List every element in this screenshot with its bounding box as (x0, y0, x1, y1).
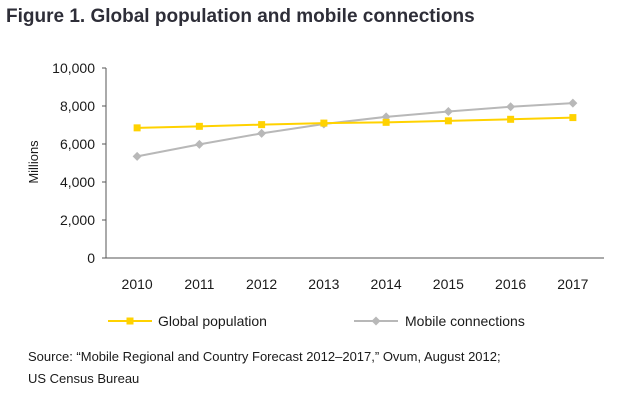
data-point (382, 118, 390, 126)
data-point (506, 102, 516, 112)
data-point (568, 98, 578, 108)
x-tick-labels: 2010 2011 2012 2013 2014 2015 2016 2017 (122, 276, 589, 292)
chart-title: Figure 1. Global population and mobile c… (6, 6, 475, 27)
data-point (507, 115, 515, 123)
legend-item: Mobile connections (354, 313, 525, 329)
y-tick-label: 8,000 (60, 98, 95, 114)
data-point (133, 124, 141, 132)
series-mobile-connections (132, 98, 578, 161)
data-point (258, 121, 266, 129)
data-point (569, 114, 577, 122)
legend-swatch-marker (371, 316, 381, 326)
x-tick-label: 2017 (557, 276, 588, 292)
series-line (136, 102, 573, 158)
y-tick-label: 10,000 (52, 60, 95, 76)
x-tick-label: 2013 (308, 276, 339, 292)
legend: Global population Mobile connections (108, 313, 525, 329)
legend-swatch-marker (126, 317, 134, 325)
source-line: Source: “Mobile Regional and Country For… (28, 349, 501, 364)
y-tick-label: 2,000 (60, 212, 95, 228)
legend-label: Mobile connections (405, 313, 525, 329)
y-axis-label: Millions (26, 140, 41, 184)
data-point (132, 151, 142, 161)
y-tick-label: 6,000 (60, 136, 95, 152)
data-point (194, 139, 204, 149)
y-tick-label: 0 (87, 250, 95, 266)
x-tick-label: 2015 (433, 276, 464, 292)
x-tick-label: 2016 (495, 276, 526, 292)
legend-label: Global population (158, 313, 267, 329)
data-point (320, 119, 328, 127)
x-tick-label: 2011 (184, 276, 214, 292)
data-point (443, 107, 453, 117)
source-note: Source: “Mobile Regional and Country For… (28, 346, 618, 390)
series-layer (132, 98, 578, 161)
legend-item: Global population (108, 313, 267, 329)
series-line (137, 116, 573, 129)
x-tick-label: 2014 (371, 276, 402, 292)
data-point (257, 128, 267, 138)
x-tick-label: 2012 (246, 276, 277, 292)
source-line: US Census Bureau (28, 371, 140, 386)
data-point (195, 122, 203, 130)
data-point (444, 117, 452, 125)
y-tick-labels: 0 2,000 4,000 6,000 8,000 10,000 (52, 60, 106, 266)
x-tick-label: 2010 (122, 276, 153, 292)
series-global-population (133, 114, 577, 132)
line-chart: Millions 0 2,000 4,000 6,000 8,000 10,000 201… (26, 60, 604, 329)
y-tick-label: 4,000 (60, 174, 95, 190)
axes (105, 68, 604, 259)
